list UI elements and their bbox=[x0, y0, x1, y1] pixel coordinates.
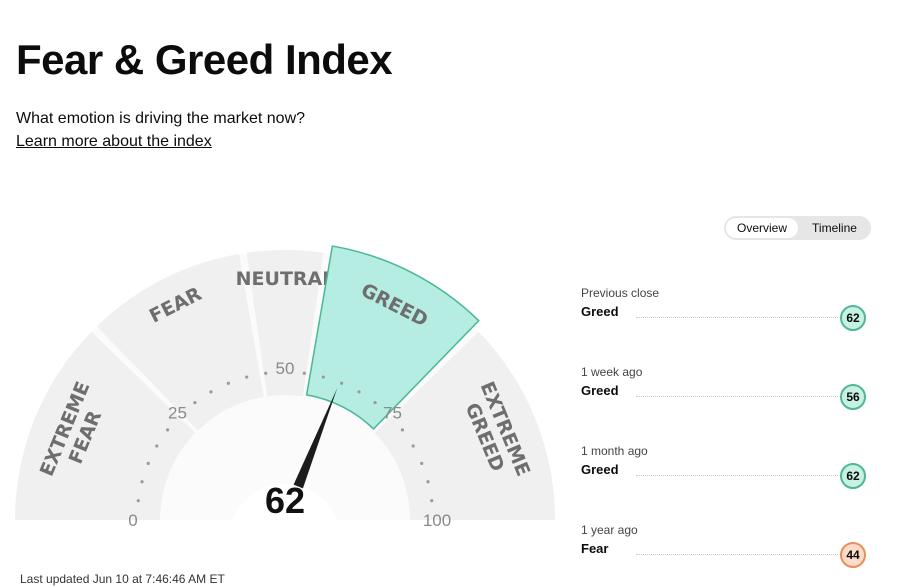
gauge-tick-dot bbox=[136, 499, 140, 503]
gauge-tick-dot bbox=[193, 400, 197, 405]
last-updated: Last updated Jun 10 at 7:46:46 AM ET bbox=[20, 572, 225, 586]
history-value-badge: 62 bbox=[840, 305, 866, 331]
history-rating: Greed bbox=[581, 304, 619, 319]
gauge-tick-label: 0 bbox=[128, 511, 137, 530]
gauge-tick-dot bbox=[426, 480, 430, 484]
gauge-center bbox=[229, 484, 341, 540]
history-divider bbox=[636, 554, 838, 555]
gauge-tick-dot bbox=[430, 499, 434, 503]
gauge-tick-dot bbox=[373, 400, 377, 405]
gauge-tick-dot bbox=[209, 390, 213, 394]
history-row-1-year-ago: 1 year ago Fear 44 bbox=[580, 523, 870, 575]
page-title: Fear & Greed Index bbox=[16, 36, 393, 83]
gauge-tick-dot bbox=[321, 375, 325, 379]
history-rating: Greed bbox=[581, 462, 619, 477]
gauge-tick-label: 50 bbox=[276, 359, 295, 378]
gauge-tick-label: 100 bbox=[423, 511, 451, 530]
gauge-needle bbox=[293, 387, 338, 489]
history-divider bbox=[636, 317, 838, 318]
history-label: 1 year ago bbox=[581, 523, 638, 537]
history-divider bbox=[636, 475, 838, 476]
gauge-tick-dot bbox=[264, 371, 268, 375]
history-row-1-month-ago: 1 month ago Greed 62 bbox=[580, 444, 870, 496]
gauge-segment-extreme-fear bbox=[15, 331, 196, 520]
gauge-tick-dot bbox=[155, 444, 159, 448]
gauge-tick-dot bbox=[411, 444, 415, 448]
gauge-tick-dot bbox=[226, 381, 230, 385]
history-label: 1 week ago bbox=[581, 365, 643, 379]
history-value-badge: 44 bbox=[840, 542, 866, 568]
gauge-tick-label: 75 bbox=[383, 404, 402, 423]
tab-overview[interactable]: Overview bbox=[726, 218, 798, 238]
gauge-tick-dot bbox=[146, 461, 150, 465]
view-toggle: Overview Timeline bbox=[724, 216, 871, 240]
gauge-segment-label: NEUTRAL bbox=[236, 268, 335, 290]
gauge-segment-neutral bbox=[246, 250, 324, 397]
gauge-tick-label: 25 bbox=[168, 404, 187, 423]
gauge-segment-greed bbox=[305, 245, 480, 430]
fear-greed-gauge: EXTREMEFEARFEARNEUTRALGREEDEXTREMEGREED0… bbox=[15, 245, 555, 540]
gauge-segment-extreme-greed bbox=[374, 331, 555, 520]
gauge-tick-dot bbox=[357, 390, 361, 394]
gauge-tick-dot bbox=[245, 375, 249, 379]
gauge-tick-dot bbox=[302, 371, 306, 375]
history-rating: Greed bbox=[581, 383, 619, 398]
tab-timeline[interactable]: Timeline bbox=[812, 221, 857, 235]
gauge-tick-dot bbox=[140, 480, 144, 484]
gauge-segment-fear bbox=[96, 253, 264, 431]
history-row-1-week-ago: 1 week ago Greed 56 bbox=[580, 365, 870, 417]
history-value-badge: 56 bbox=[840, 384, 866, 410]
history-label: Previous close bbox=[581, 286, 660, 300]
gauge-tick-dot bbox=[400, 428, 405, 432]
history-label: 1 month ago bbox=[581, 444, 648, 458]
gauge-tick-dot bbox=[340, 381, 344, 385]
page-subtitle: What emotion is driving the market now? bbox=[16, 110, 306, 127]
learn-more-link[interactable]: Learn more about the index bbox=[16, 133, 212, 150]
gauge-tick-dot bbox=[420, 461, 424, 465]
history-rating: Fear bbox=[581, 541, 609, 556]
history-divider bbox=[636, 396, 838, 397]
history-value-badge: 62 bbox=[840, 463, 866, 489]
gauge-value: 62 bbox=[265, 480, 305, 521]
gauge-tick-dot bbox=[165, 428, 170, 432]
history-row-previous-close: Previous close Greed 62 bbox=[580, 286, 870, 338]
